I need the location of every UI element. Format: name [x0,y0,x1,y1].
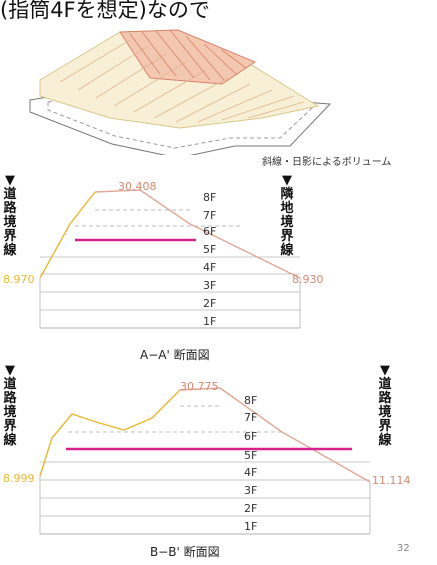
section-b-envelope-salmon [179,387,371,483]
volume-caption: 斜線・日影によるボリューム [262,157,392,168]
floor-label: 3F [203,279,216,292]
header-text: (指筒4Fを想定)なので [0,0,210,22]
floor-label: 5F [203,243,216,256]
floor-label: 6F [244,430,257,443]
section-a-left-height: 8.970 [3,273,35,286]
site-outline-dashed [47,87,314,149]
section-b-right-height: 11.114 [372,474,411,487]
section-b-envelope-yellow [39,389,181,477]
floor-label: 2F [203,297,216,310]
section-a-diagram: 8F 7F 6F 5F 4F 3F 2F 1F 30.408 8.970 8.9… [3,180,324,329]
section-a-left-boundary: ▼道路境界線 [3,173,17,258]
floor-lines [40,461,370,517]
section-a-envelope-salmon [94,189,301,279]
floor-label: 4F [203,261,216,274]
floor-label: 2F [244,502,257,515]
floor-label: 6F [203,225,216,238]
volume-hatching [59,39,305,123]
floor-label: 4F [244,466,257,479]
section-b-left-height: 8.999 [3,472,35,485]
floor-label: 8F [244,394,257,407]
section-b-peak-height: 30.775 [180,380,219,393]
floor-label: 7F [203,209,216,222]
floor-label: 5F [244,449,257,462]
section-a-title: A−A' 断面図 [140,348,210,362]
floor-label: 3F [244,484,257,497]
volume-illustration [29,29,332,155]
floor-label: 7F [244,411,257,424]
section-b-right-boundary: ▼道路境界線 [378,363,392,448]
section-a-right-height: 8.930 [292,273,324,286]
section-b-diagram: 8F 7F 6F 5F 4F 3F 2F 1F 30.775 8.999 11.… [3,380,411,535]
roof-hatching [129,29,247,81]
section-b-left-boundary: ▼道路境界線 [3,363,17,448]
section-b-title: B−B' 断面図 [150,545,220,559]
volume-roof-face [119,29,257,85]
floor-label: 1F [244,520,257,533]
section-a-peak-height: 30.408 [118,180,157,193]
section-a-envelope-yellow [39,191,96,279]
floor-label: 1F [203,315,216,328]
section-a-right-boundary: ▼隣地境界線 [280,173,294,258]
floor-lines [40,256,300,311]
floor-label: 8F [203,191,216,204]
page-number: 32 [397,543,410,554]
